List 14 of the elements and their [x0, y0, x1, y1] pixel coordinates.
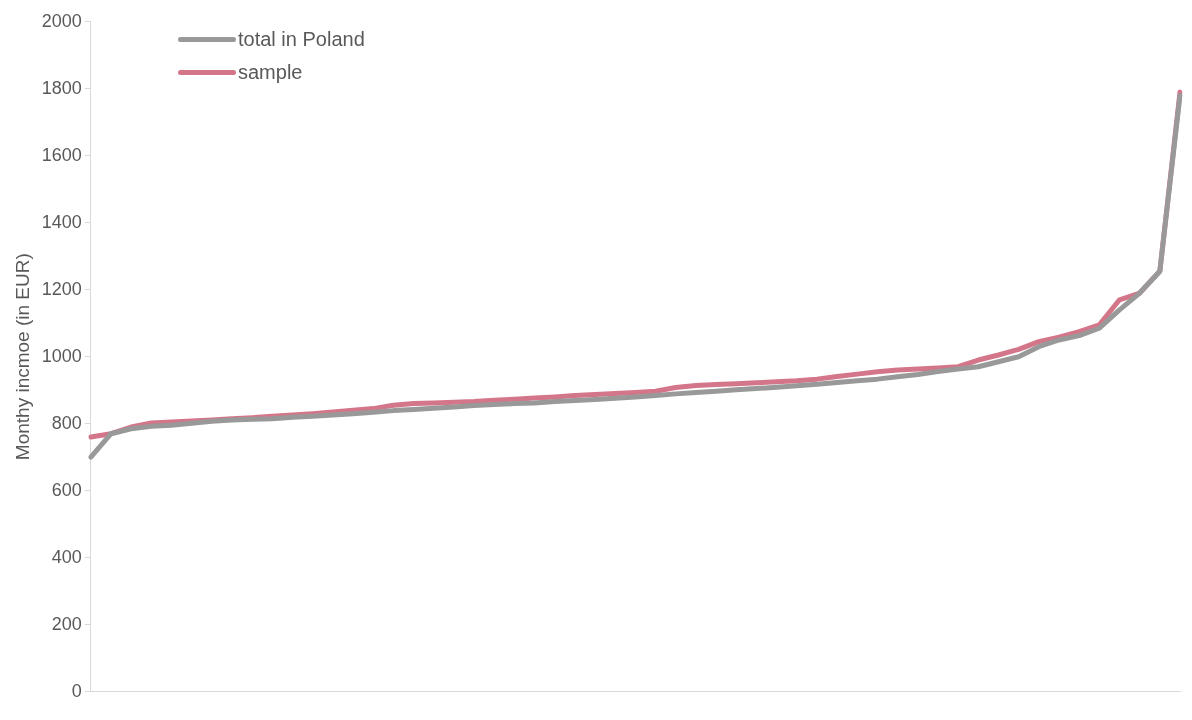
y-tick-label: 1600	[41, 144, 82, 165]
legend-label: total in Poland	[238, 28, 365, 51]
y-tick-label: 0	[71, 680, 82, 701]
y-tick-label: 1400	[41, 211, 82, 232]
y-tick-label: 1000	[41, 345, 82, 366]
y-tick-label: 400	[51, 546, 82, 567]
y-tick-label: 200	[51, 613, 82, 634]
y-axis-title: Monthy incmoe (in EUR)	[11, 253, 33, 461]
y-tick-label: 600	[51, 479, 82, 500]
y-tick-label: 800	[51, 412, 82, 433]
y-tick-label: 1200	[41, 278, 82, 299]
legend-label: sample	[238, 61, 303, 84]
y-tick-label: 1800	[41, 77, 82, 98]
y-tick-label: 2000	[41, 10, 82, 31]
